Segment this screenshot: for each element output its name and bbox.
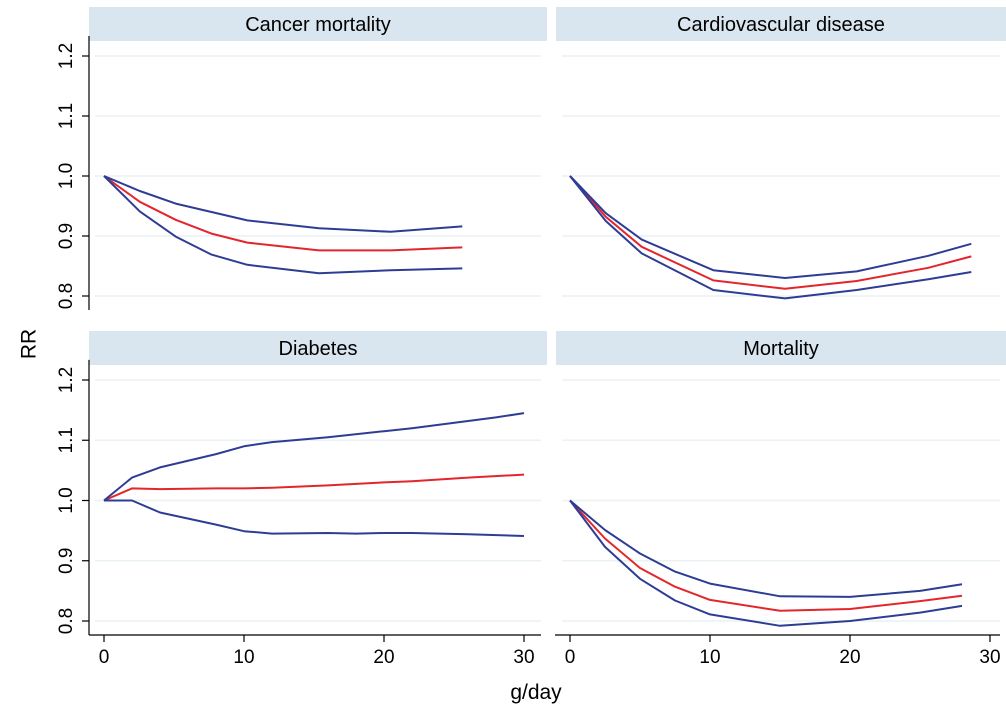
x-axis-title: g/day [510, 681, 562, 704]
y-tick-label: 0.8 [56, 608, 77, 634]
x-tick-label: 10 [699, 647, 720, 668]
upper-ci-line [103, 412, 525, 502]
panel-2: Cardiovascular disease [556, 7, 1006, 300]
lower-ci-line [569, 499, 963, 627]
estimate-line [569, 499, 963, 612]
panels-group: Cancer mortality 0.8 0.9 1.0 1.1 1.2 Cardiovas… [56, 7, 1006, 668]
y-tick-label: 0.9 [56, 223, 77, 249]
lower-ci-line [103, 175, 463, 275]
x-tick-label: 10 [233, 647, 254, 668]
panel-title: Cardiovascular disease [677, 14, 885, 36]
x-tick-label: 20 [839, 647, 860, 668]
y-tick-label: 1.2 [56, 367, 77, 393]
panel-strip [89, 7, 547, 41]
estimate-line [569, 175, 972, 290]
lower-ci-line [569, 175, 972, 300]
x-tick-label: 30 [513, 647, 534, 668]
y-tick-label: 0.9 [56, 548, 77, 574]
y-tick-label: 1.1 [56, 427, 77, 453]
estimate-line [103, 175, 463, 252]
panel-strip [556, 331, 1006, 365]
y-axis-title: RR [18, 329, 41, 359]
x-tick-label: 30 [979, 647, 1000, 668]
upper-ci-line [569, 175, 972, 279]
y-tick-label: 1.2 [56, 43, 77, 69]
y-tick-label: 1.1 [56, 103, 77, 129]
x-tick-label: 0 [565, 647, 576, 668]
upper-ci-line [569, 499, 963, 598]
y-tick-label: 1.0 [56, 487, 77, 513]
estimate-line [103, 473, 525, 502]
lower-ci-line [104, 499, 525, 537]
x-tick-label: 20 [373, 647, 394, 668]
panel-1: Cancer mortality 0.8 0.9 1.0 1.1 1.2 [56, 7, 547, 310]
y-tick-label: 1.0 [56, 163, 77, 189]
panel-title: Cancer mortality [245, 14, 391, 36]
panel-title: Mortality [743, 338, 819, 360]
panel-4: Mortality 0 10 20 30 [555, 331, 1006, 668]
panel-3: Diabetes 0.8 0.9 1.0 1.1 1.2 0 10 20 30 [56, 331, 547, 668]
panel-strip [556, 7, 1006, 41]
y-tick-label: 0.8 [56, 283, 77, 309]
panel-title: Diabetes [279, 338, 358, 360]
upper-ci-line [103, 175, 463, 233]
x-tick-label: 0 [99, 647, 110, 668]
panel-strip [89, 331, 547, 365]
